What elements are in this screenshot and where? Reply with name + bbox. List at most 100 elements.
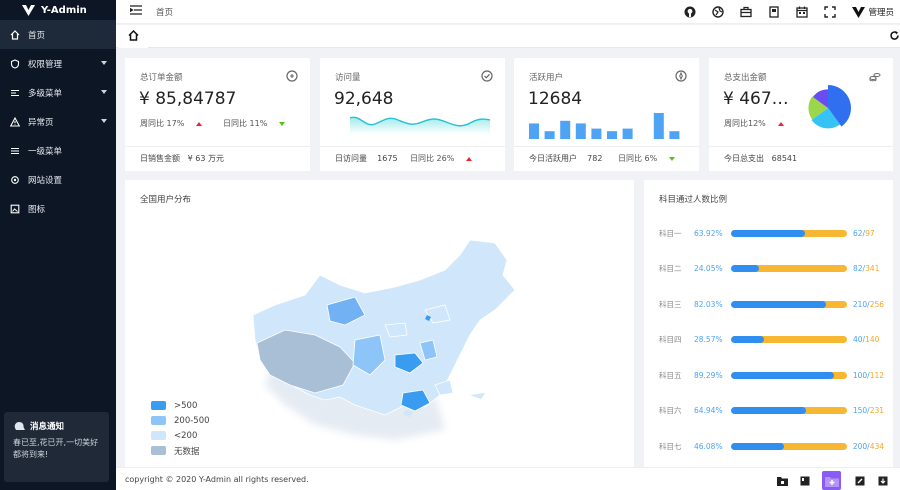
- legend-label: >500: [174, 400, 198, 411]
- pass-count: 100/112: [852, 370, 885, 380]
- ratio-row: 科目七 46.08% 200/434: [659, 440, 884, 452]
- github-icon[interactable]: [684, 6, 696, 18]
- pass-percent: 64.94%: [693, 406, 723, 415]
- card-value: 92,648: [334, 89, 394, 109]
- footer-value: 1675: [377, 154, 398, 163]
- calendar-icon[interactable]: [796, 6, 809, 18]
- download-icon[interactable]: [877, 475, 889, 487]
- bar-mark: [544, 131, 555, 139]
- card-title: 总支出金额: [724, 73, 767, 83]
- fullscreen-icon[interactable]: [824, 6, 837, 18]
- panel-title: 全国用户分布: [140, 195, 192, 205]
- sidebar-item-label: 首页: [28, 30, 46, 41]
- add-button[interactable]: [822, 471, 841, 490]
- user-menu[interactable]: 管理员: [852, 6, 894, 18]
- pass-count: 210/256: [852, 299, 885, 309]
- subject-name: 科目七: [659, 441, 682, 451]
- tab-home[interactable]: [118, 25, 148, 48]
- ratio-row: 科目一 63.92% 62/97: [659, 227, 884, 239]
- pass-count: 62/97: [853, 228, 875, 238]
- copyright: copyright © 2020 Y-Admin all rights rese…: [125, 475, 309, 484]
- bar-mark: [529, 123, 539, 139]
- day-compare: 日同比 26%: [410, 153, 473, 164]
- footer-label: 日访问量: [335, 154, 367, 163]
- globe-icon[interactable]: [712, 6, 725, 18]
- home-icon: [10, 29, 20, 40]
- china-map[interactable]: [245, 235, 530, 450]
- sidebar-item-icons[interactable]: 图标: [0, 194, 116, 223]
- trend-down-icon: [669, 156, 676, 161]
- subject-name: 科目三: [659, 299, 682, 309]
- edit-icon[interactable]: [854, 475, 866, 487]
- sidebar-item-label: 多级菜单: [28, 88, 63, 99]
- card-total-spend: 总支出金额 ¥ 467… 周同比12% 今日总支出 68541: [709, 58, 893, 171]
- sidebar-item-error-pages[interactable]: 异常页: [0, 107, 116, 136]
- legend-swatch: [151, 431, 166, 440]
- total-count: 140: [865, 335, 880, 344]
- visits-sparkline: [350, 116, 490, 134]
- total-count: 231: [869, 406, 885, 415]
- legend-label: <200: [174, 430, 198, 441]
- progress-bar: [730, 442, 847, 450]
- user-map-panel: 全国用户分布 >500 200-500 <200 无数据: [125, 180, 634, 467]
- legend-item[interactable]: >500: [151, 398, 210, 413]
- total-count: 97: [865, 228, 875, 238]
- book-icon[interactable]: [768, 6, 780, 18]
- sidebar-item-level-one[interactable]: 一级菜单: [0, 136, 116, 165]
- archive-icon[interactable]: [799, 475, 811, 487]
- sidebar-item-multilevel[interactable]: 多级菜单: [0, 78, 116, 107]
- pass-ratio-panel: 科目通过人数比例 科目一 63.92% 62/97 科目二 24.05% 82/341 科目…: [644, 180, 893, 467]
- total-count: 256: [869, 299, 885, 309]
- brand[interactable]: Y-Admin: [0, 0, 116, 20]
- card-value: 12684: [528, 89, 583, 109]
- breadcrumb[interactable]: 首页: [156, 7, 174, 18]
- week-compare: 周同比12%: [724, 118, 784, 129]
- notification-panel[interactable]: 消息通知 春已至,花已开,一切美好都将到来!: [4, 412, 109, 482]
- notification-title-row: 消息通知: [13, 420, 100, 432]
- tab-bar: [116, 25, 900, 48]
- bell-icon: [13, 421, 26, 432]
- legend-swatch: [151, 446, 166, 455]
- chevron-down-icon: [101, 119, 107, 123]
- sidebar-item-home[interactable]: 首页: [0, 20, 116, 49]
- legend-item[interactable]: <200: [151, 428, 210, 443]
- card-total-orders: 总订单金额 ¥ 85,84787 周同比 17% 日同比 11% 日销售金额 ¥…: [125, 58, 310, 171]
- menu-toggle-icon[interactable]: [129, 5, 142, 18]
- progress-bar: [731, 336, 847, 343]
- pass-count: 200/434: [852, 441, 885, 451]
- bar-mark: [575, 123, 586, 139]
- briefcase-icon[interactable]: [740, 6, 753, 18]
- list-icon: [10, 88, 20, 98]
- legend-item[interactable]: 200-500: [151, 413, 210, 428]
- footer: copyright © 2020 Y-Admin all rights rese…: [116, 467, 900, 490]
- panel-title: 科目通过人数比例: [659, 195, 728, 205]
- progress-bar: [731, 229, 847, 237]
- legend-swatch: [151, 401, 166, 410]
- pass-count: 150/231: [852, 406, 885, 415]
- sidebar-item-site-settings[interactable]: 网站设置: [0, 165, 116, 194]
- progress-bar: [730, 300, 847, 308]
- notification-body: 春已至,花已开,一切美好都将到来!: [13, 438, 99, 459]
- legend-item[interactable]: 无数据: [151, 443, 210, 458]
- progress-fill: [730, 407, 807, 414]
- day-compare: 日同比 6%: [618, 153, 676, 164]
- bar-mark: [669, 131, 680, 139]
- footer-value: ¥ 63 万元: [187, 154, 224, 163]
- divider: [514, 146, 699, 147]
- footer-value: 782: [587, 154, 603, 163]
- trend-up-icon: [777, 121, 784, 126]
- sidebar-item-label: 一级菜单: [28, 146, 63, 157]
- ratio-row: 科目五 89.29% 100/112: [659, 369, 884, 381]
- warning-icon: [10, 116, 20, 127]
- folder-icon[interactable]: [776, 475, 788, 487]
- total-count: 341: [865, 264, 880, 273]
- sidebar-item-permissions[interactable]: 权限管理: [0, 49, 116, 78]
- legend-label: 无数据: [174, 446, 200, 457]
- sidebar-item-label: 异常页: [28, 117, 54, 128]
- card-title: 总订单金额: [140, 73, 183, 83]
- week-compare: 周同比 17%: [140, 118, 203, 129]
- card-visits: 访问量 92,648 日访问量 1675 日同比 26%: [320, 58, 505, 171]
- refresh-icon[interactable]: [889, 30, 900, 44]
- pass-percent: 82.03%: [693, 299, 723, 309]
- currency-icon: [286, 70, 298, 82]
